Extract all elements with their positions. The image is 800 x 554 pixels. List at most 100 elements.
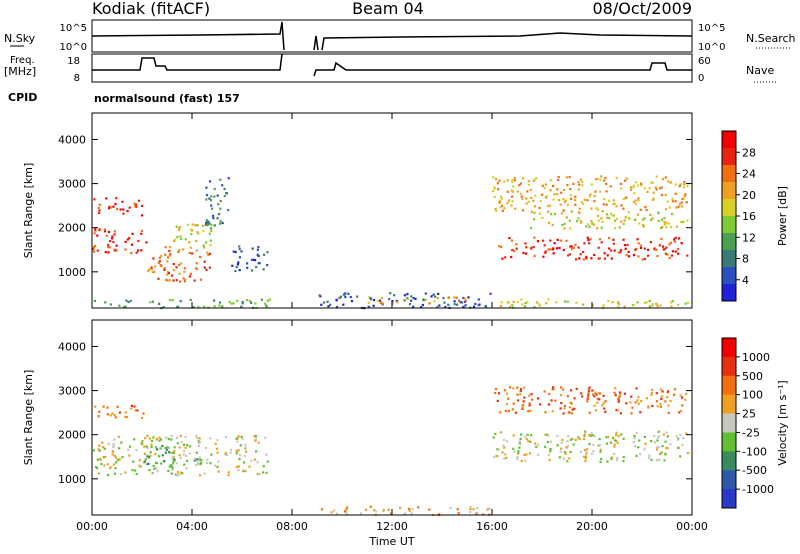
data-cell <box>116 405 119 408</box>
data-cell <box>655 400 659 403</box>
y-tick-label: 2000 <box>58 222 86 235</box>
data-cell <box>239 444 242 447</box>
data-cell <box>209 243 212 247</box>
data-cell <box>238 457 241 460</box>
data-cell <box>128 206 131 209</box>
data-cell <box>611 301 614 304</box>
colorbar-frame <box>721 337 737 509</box>
data-cell <box>520 433 523 436</box>
data-cell <box>210 195 213 198</box>
data-cell <box>527 200 530 203</box>
data-cell <box>507 397 510 400</box>
data-cell <box>555 301 558 304</box>
data-cell <box>649 213 652 216</box>
data-cell <box>613 452 616 455</box>
data-cell <box>578 211 581 215</box>
data-cell <box>185 459 189 462</box>
data-cell <box>457 512 460 515</box>
data-cell <box>658 244 661 247</box>
data-cell <box>178 454 181 457</box>
data-cell <box>238 245 241 248</box>
data-cell <box>513 250 516 253</box>
data-cell <box>598 238 602 241</box>
data-cell <box>428 508 431 511</box>
data-cell <box>326 300 329 303</box>
data-cell <box>403 294 406 297</box>
freq-tick-high: 18 <box>67 56 80 67</box>
data-cell <box>672 393 676 396</box>
data-cell <box>549 248 552 251</box>
data-cell <box>597 219 600 222</box>
freq-unit: [MHz] <box>4 65 36 78</box>
nsky-tick-high: 10^5 <box>60 23 87 34</box>
data-cell <box>675 435 678 438</box>
data-cell <box>153 270 156 273</box>
data-cell <box>536 240 539 243</box>
data-cell <box>655 248 658 251</box>
data-cell <box>598 257 601 260</box>
data-cell <box>167 271 170 275</box>
data-cell <box>227 474 230 477</box>
data-cell <box>410 299 413 302</box>
data-cell <box>175 266 178 269</box>
data-cell <box>213 464 217 467</box>
data-cell <box>604 400 607 403</box>
data-cell <box>229 448 233 451</box>
data-cell <box>643 187 646 190</box>
data-cell <box>501 209 504 212</box>
data-cell <box>512 185 515 188</box>
data-cell <box>624 216 627 219</box>
data-cell <box>511 190 514 193</box>
data-cell <box>562 388 565 391</box>
data-cell <box>639 208 642 211</box>
data-cell <box>329 303 332 306</box>
data-cell <box>235 449 238 452</box>
data-cell <box>613 445 616 448</box>
data-cell <box>613 391 616 394</box>
data-cell <box>195 451 198 454</box>
data-cell <box>197 457 200 461</box>
data-cell <box>610 456 613 459</box>
data-cell <box>447 296 450 299</box>
data-cell <box>578 437 581 441</box>
data-cell <box>665 226 668 229</box>
data-cell <box>174 473 178 476</box>
data-cell <box>488 507 491 510</box>
data-cell <box>135 448 138 452</box>
data-cell <box>257 246 260 249</box>
data-cell <box>113 248 116 251</box>
data-cell <box>103 228 106 231</box>
data-cell <box>562 457 566 460</box>
data-cell <box>442 297 445 300</box>
data-cell <box>98 444 101 447</box>
data-cell <box>177 251 180 254</box>
data-cell <box>627 217 630 220</box>
data-cell <box>499 206 502 209</box>
cpid-label: CPID <box>8 91 37 104</box>
data-cell <box>376 299 379 302</box>
data-cell <box>535 301 539 304</box>
data-cell <box>538 403 542 406</box>
data-cell <box>548 458 551 461</box>
data-cell <box>552 247 555 250</box>
data-cell <box>602 203 605 206</box>
data-cell <box>387 508 390 511</box>
data-cell <box>568 457 571 460</box>
data-cell <box>494 432 497 435</box>
data-cell <box>105 234 108 237</box>
data-cell <box>644 206 647 209</box>
data-cell <box>558 199 561 202</box>
data-cell <box>173 458 176 461</box>
data-cell <box>146 446 149 449</box>
data-cell <box>679 409 683 412</box>
data-cell <box>444 305 447 308</box>
data-cell <box>678 411 681 414</box>
data-cell <box>510 189 513 192</box>
data-cell <box>624 247 627 250</box>
freq-panel <box>91 53 693 83</box>
data-cell <box>562 248 565 252</box>
data-cell <box>535 177 538 180</box>
data-cell <box>100 462 103 466</box>
data-cell <box>499 195 502 198</box>
data-cell <box>679 433 682 436</box>
